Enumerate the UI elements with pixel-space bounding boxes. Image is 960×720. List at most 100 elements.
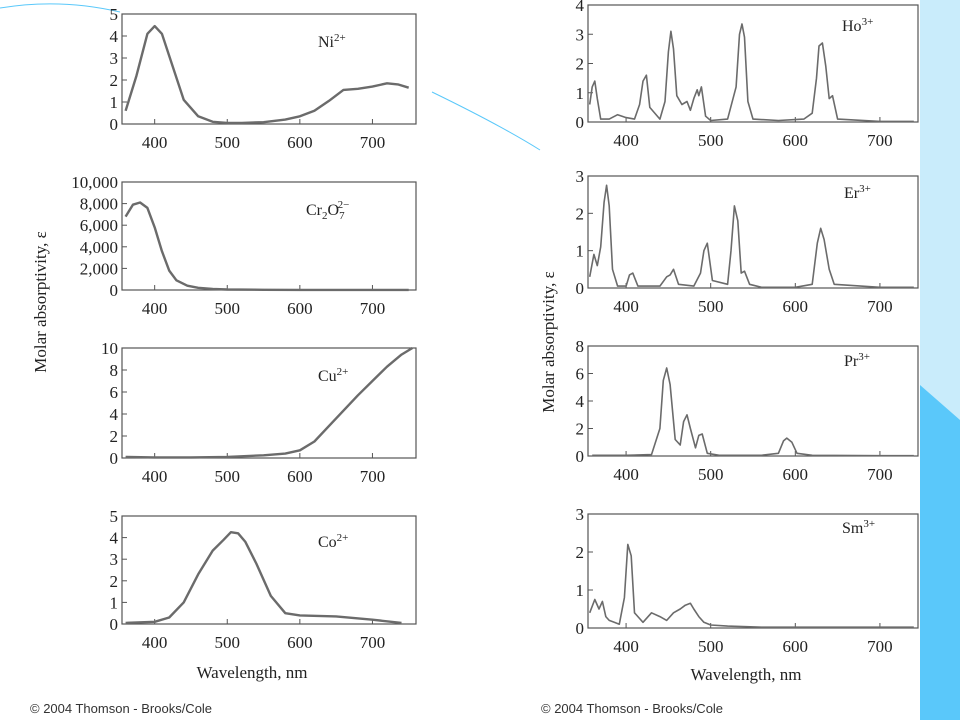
x-tick-label: 500 bbox=[698, 297, 724, 316]
y-tick-label: 0 bbox=[110, 449, 119, 468]
plot-frame bbox=[121, 515, 417, 625]
y-tick-label: 8,000 bbox=[80, 195, 118, 214]
spectrum-line bbox=[125, 346, 414, 459]
x-tick-label: 600 bbox=[783, 465, 809, 484]
y-tick-label: 4,000 bbox=[80, 238, 118, 257]
y-tick-label: 6 bbox=[110, 383, 119, 402]
x-tick-label: 500 bbox=[698, 637, 724, 656]
y-tick-label: 2 bbox=[576, 543, 585, 562]
spectrum-line bbox=[588, 184, 914, 289]
x-tick-label: 500 bbox=[215, 633, 241, 652]
y-tick-label: 0 bbox=[576, 447, 585, 466]
x-tick-label: 700 bbox=[360, 633, 386, 652]
spectrum-line bbox=[124, 201, 409, 292]
panel-er: Er3+ 400 500 600 700 0 1 2 3 bbox=[576, 167, 919, 316]
x-tick-label: 400 bbox=[142, 299, 168, 318]
label-cu: Cu2+ bbox=[318, 366, 348, 385]
plot-frame bbox=[587, 175, 919, 289]
panel-cr2o7: Cr2O72− 400 500 600 700 0 2,000 4,000 6,000 8,00… bbox=[71, 173, 417, 318]
y-tick-label: 2 bbox=[576, 420, 585, 439]
y-tick-label: 3 bbox=[110, 550, 119, 569]
y-tick-label: 1 bbox=[576, 581, 585, 600]
right-copyright: © 2004 Thomson - Brooks/Cole bbox=[541, 701, 723, 716]
x-tick-label: 600 bbox=[783, 637, 809, 656]
left-copyright: © 2004 Thomson - Brooks/Cole bbox=[30, 701, 212, 716]
page-background bbox=[0, 0, 28, 720]
x-tick-label: 400 bbox=[613, 131, 639, 150]
y-tick-label: 0 bbox=[576, 279, 585, 298]
x-tick-label: 500 bbox=[698, 465, 724, 484]
y-tick-label: 6 bbox=[576, 365, 585, 384]
panel-cu: Cu2+ 400 500 600 700 0 2 4 6 8 10 bbox=[101, 339, 417, 486]
right-xlabel: Wavelength, nm bbox=[691, 665, 802, 684]
label-co: Co2+ bbox=[318, 532, 348, 551]
y-tick-label: 0 bbox=[576, 619, 585, 638]
y-tick-label: 1 bbox=[576, 84, 585, 103]
spectrum-line bbox=[588, 543, 914, 629]
x-tick-label: 700 bbox=[867, 131, 893, 150]
y-tick-label: 4 bbox=[110, 27, 119, 46]
x-tick-label: 600 bbox=[287, 467, 313, 486]
x-tick-label: 700 bbox=[867, 637, 893, 656]
y-tick-label: 10,000 bbox=[71, 173, 118, 192]
y-tick-label: 1 bbox=[110, 593, 119, 612]
y-tick-label: 1 bbox=[576, 242, 585, 261]
label-er: Er3+ bbox=[844, 183, 871, 202]
x-tick-label: 500 bbox=[215, 299, 241, 318]
y-tick-label: 1 bbox=[110, 93, 119, 112]
x-tick-label: 600 bbox=[287, 299, 313, 318]
x-tick-label: 600 bbox=[287, 133, 313, 152]
y-tick-label: 3 bbox=[576, 505, 585, 524]
x-tick-label: 700 bbox=[360, 299, 386, 318]
panel-sm: Sm3+ 400 500 600 700 0 1 2 3 bbox=[576, 505, 919, 656]
panel-co: Co2+ 400 500 600 700 0 1 2 3 4 5 bbox=[110, 507, 417, 652]
panel-ho: Ho3+ 400 500 600 700 0 1 2 3 4 bbox=[576, 0, 919, 150]
y-tick-label: 3 bbox=[576, 167, 585, 186]
y-tick-label: 3 bbox=[576, 25, 585, 44]
y-tick-label: 5 bbox=[110, 507, 119, 526]
y-tick-label: 2 bbox=[110, 71, 119, 90]
y-tick-label: 8 bbox=[110, 361, 119, 380]
x-tick-label: 600 bbox=[287, 633, 313, 652]
x-tick-label: 500 bbox=[215, 133, 241, 152]
plot-frame bbox=[121, 347, 417, 459]
x-tick-label: 600 bbox=[783, 131, 809, 150]
x-tick-label: 400 bbox=[613, 465, 639, 484]
x-tick-label: 400 bbox=[142, 633, 168, 652]
x-tick-label: 400 bbox=[613, 297, 639, 316]
plot-frame bbox=[121, 181, 417, 291]
y-tick-label: 8 bbox=[576, 337, 585, 356]
right-ylabel: Molar absorptivity, ε bbox=[539, 271, 558, 413]
y-tick-label: 2 bbox=[576, 55, 585, 74]
y-tick-label: 2 bbox=[576, 204, 585, 223]
y-tick-label: 2 bbox=[110, 572, 119, 591]
y-tick-label: 0 bbox=[110, 281, 119, 300]
x-tick-label: 500 bbox=[698, 131, 724, 150]
x-tick-label: 700 bbox=[360, 467, 386, 486]
left-xlabel: Wavelength, nm bbox=[197, 663, 308, 682]
plot-frame bbox=[121, 13, 417, 125]
x-tick-label: 700 bbox=[867, 297, 893, 316]
y-tick-label: 4 bbox=[110, 405, 119, 424]
x-tick-label: 700 bbox=[867, 465, 893, 484]
y-tick-label: 2 bbox=[110, 427, 119, 446]
label-ho: Ho3+ bbox=[842, 16, 873, 35]
plot-frame bbox=[587, 513, 919, 629]
y-tick-label: 4 bbox=[110, 529, 119, 548]
label-sm: Sm3+ bbox=[842, 518, 875, 537]
y-tick-label: 2,000 bbox=[80, 259, 118, 278]
decor-curve-top bbox=[0, 3, 121, 13]
x-tick-label: 500 bbox=[215, 467, 241, 486]
label-ni: Ni2+ bbox=[318, 32, 346, 51]
panel-pr: Pr3+ 400 500 600 700 0 2 4 6 8 bbox=[576, 337, 919, 484]
y-tick-label: 0 bbox=[110, 615, 119, 634]
y-tick-label: 0 bbox=[110, 115, 119, 134]
y-tick-label: 4 bbox=[576, 0, 585, 15]
label-pr: Pr3+ bbox=[844, 351, 870, 370]
spectrum-line bbox=[592, 367, 914, 457]
x-tick-label: 400 bbox=[142, 467, 168, 486]
spectrum-line bbox=[588, 23, 914, 123]
center-gutter bbox=[430, 0, 540, 720]
